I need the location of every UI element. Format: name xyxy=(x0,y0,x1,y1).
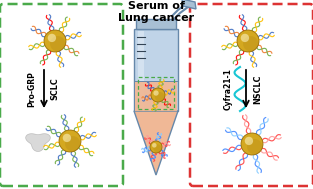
Circle shape xyxy=(241,133,263,155)
Circle shape xyxy=(67,138,73,144)
Text: NSCLC: NSCLC xyxy=(254,74,263,104)
Text: Pro-GRP: Pro-GRP xyxy=(28,71,37,107)
Circle shape xyxy=(61,132,79,150)
Circle shape xyxy=(247,139,262,154)
Text: SCLC: SCLC xyxy=(50,78,59,100)
Circle shape xyxy=(156,93,160,97)
Circle shape xyxy=(154,145,158,149)
Circle shape xyxy=(245,38,251,44)
Circle shape xyxy=(152,143,156,148)
Circle shape xyxy=(63,134,71,142)
Polygon shape xyxy=(136,19,176,29)
Circle shape xyxy=(46,32,64,50)
Circle shape xyxy=(155,92,165,102)
Polygon shape xyxy=(26,134,50,152)
FancyBboxPatch shape xyxy=(0,4,123,186)
Circle shape xyxy=(151,88,165,102)
Circle shape xyxy=(241,133,263,155)
Circle shape xyxy=(237,30,259,52)
Circle shape xyxy=(243,36,259,51)
Circle shape xyxy=(150,141,162,153)
Circle shape xyxy=(151,88,165,102)
Circle shape xyxy=(154,91,162,99)
Circle shape xyxy=(150,141,162,153)
Circle shape xyxy=(243,135,261,153)
Circle shape xyxy=(245,137,253,145)
Circle shape xyxy=(153,144,162,153)
Circle shape xyxy=(44,30,66,52)
Circle shape xyxy=(237,30,259,52)
FancyBboxPatch shape xyxy=(190,4,313,186)
Polygon shape xyxy=(138,31,144,109)
Circle shape xyxy=(50,36,65,51)
Circle shape xyxy=(153,90,159,96)
Circle shape xyxy=(49,35,61,47)
Circle shape xyxy=(249,141,255,147)
Circle shape xyxy=(65,136,80,151)
Polygon shape xyxy=(135,81,177,111)
Circle shape xyxy=(44,30,66,52)
Text: Cyfra21-1: Cyfra21-1 xyxy=(223,68,233,110)
Polygon shape xyxy=(182,0,196,9)
Text: Serum of
Lung cancer: Serum of Lung cancer xyxy=(118,1,194,23)
Circle shape xyxy=(64,135,76,147)
Circle shape xyxy=(152,89,164,101)
Circle shape xyxy=(151,142,161,152)
Circle shape xyxy=(52,38,58,44)
Circle shape xyxy=(59,130,81,152)
Circle shape xyxy=(242,35,254,47)
Circle shape xyxy=(241,34,249,42)
Circle shape xyxy=(246,138,258,150)
Polygon shape xyxy=(134,111,178,175)
Circle shape xyxy=(48,34,56,42)
Polygon shape xyxy=(134,29,178,111)
Circle shape xyxy=(239,32,257,50)
Circle shape xyxy=(153,144,159,150)
Circle shape xyxy=(59,130,81,152)
